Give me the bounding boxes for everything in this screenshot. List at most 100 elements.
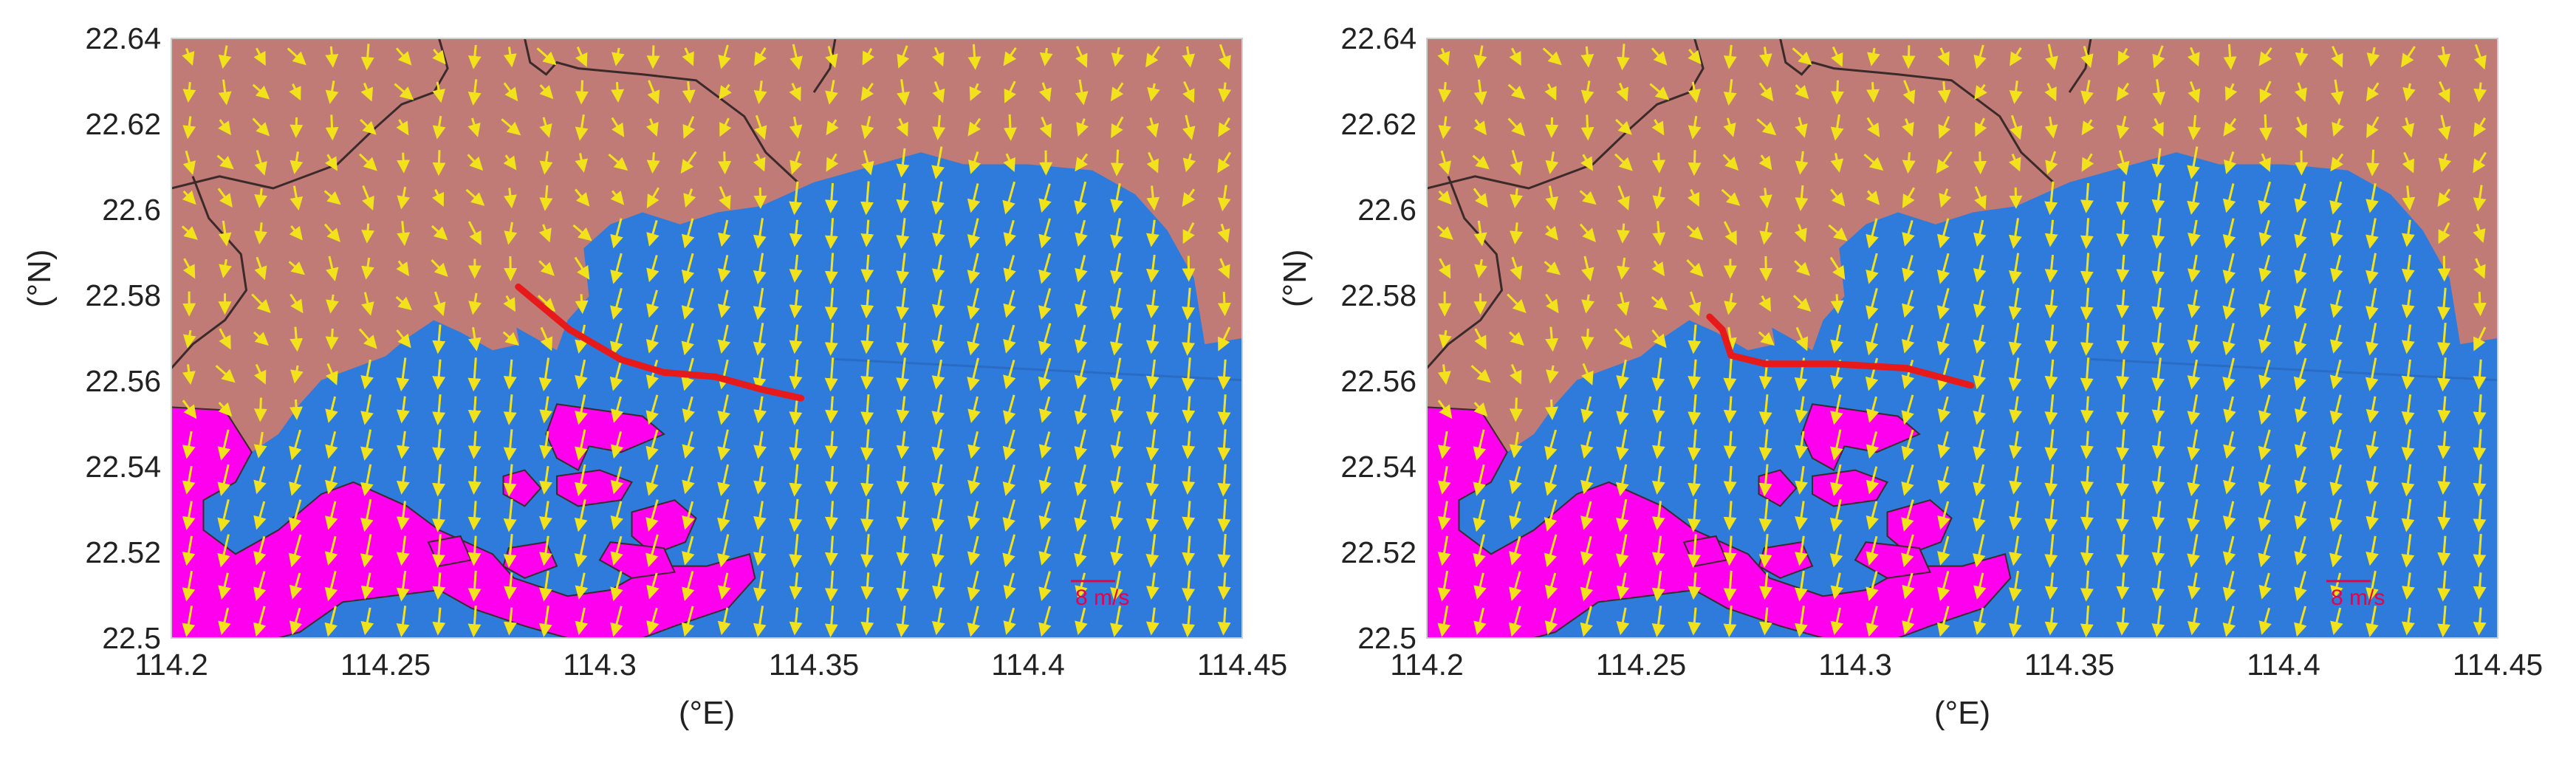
wind-arrow (717, 219, 731, 247)
wind-arrow (1038, 218, 1052, 249)
wind-arrow (1003, 153, 1015, 172)
wind-arrow (1937, 47, 1950, 66)
wind-arrow (2044, 607, 2058, 636)
y-tick-label: 22.56 (85, 364, 161, 398)
wind-arrow (2329, 394, 2343, 425)
wind-arrow (218, 572, 231, 600)
island-4 (1758, 469, 1798, 507)
wind-arrow (2187, 324, 2201, 354)
wind-arrow (182, 466, 196, 495)
wind-arrow (2401, 359, 2415, 390)
wind-arrow (2401, 254, 2415, 283)
wind-arrow (2009, 396, 2023, 424)
wind-arrow (1901, 534, 1914, 568)
wind-arrow (2473, 359, 2487, 390)
wind-arrow (2401, 219, 2415, 247)
wind-arrow (860, 572, 874, 600)
wind-arrow (2401, 429, 2415, 462)
wind-arrow (753, 323, 767, 356)
wind-arrow (467, 154, 484, 171)
wind-arrow (467, 44, 482, 69)
wind-arrow (1438, 150, 1451, 175)
wind-arrow (967, 535, 981, 566)
wind-arrow (789, 116, 803, 139)
wind-arrow (504, 222, 518, 245)
wind-arrow (967, 253, 981, 284)
wind-arrow (1973, 498, 1986, 532)
wind-arrow (467, 396, 482, 424)
wind-arrow (575, 153, 589, 173)
wind-arrow (1792, 295, 1812, 312)
wind-arrow (2117, 47, 2131, 66)
wind-arrow (253, 501, 267, 530)
wind-arrow (1545, 326, 1559, 352)
wind-arrow (1688, 291, 1702, 317)
y-axis-label: (°N) (21, 249, 58, 307)
wind-arrow (467, 465, 482, 495)
wind-arrow (1723, 396, 1737, 424)
wind-arrow (538, 570, 552, 602)
wind-arrow (2330, 79, 2344, 106)
wind-arrow (611, 117, 625, 137)
wind-arrow (1110, 535, 1123, 566)
wind-arrow (1182, 188, 1196, 208)
wind-arrow (574, 534, 588, 568)
channel-line (2090, 357, 2498, 382)
wind-arrow (1038, 535, 1052, 566)
wind-arrow (824, 357, 838, 392)
wind-arrow (1579, 223, 1596, 242)
wind-arrow (717, 607, 731, 636)
wind-arrow (824, 253, 838, 285)
wind-arrow (503, 498, 517, 532)
y-tick-label: 22.52 (85, 535, 161, 569)
wind-arrow (1218, 117, 1231, 137)
wind-arrow (1794, 224, 1807, 243)
wind-arrow (610, 190, 625, 205)
wind-arrow (753, 218, 767, 249)
wind-arrow (1579, 190, 1597, 205)
wind-arrow (1937, 466, 1950, 495)
wind-arrow (289, 429, 302, 461)
wind-arrow (1076, 118, 1089, 137)
wind-arrow (503, 534, 517, 568)
map-panel-2: 8 m/s22.6422.6222.622.5822.5622.5422.522… (1277, 21, 2543, 731)
wind-arrow (610, 396, 624, 423)
wind-arrow (539, 185, 553, 211)
wind-arrow (718, 44, 731, 69)
x-tick-label: 114.2 (1390, 648, 1464, 682)
wind-arrow (1004, 80, 1016, 103)
wind-arrow (218, 119, 231, 136)
wind-arrow (1866, 253, 1879, 284)
wind-arrow (2473, 117, 2487, 137)
wind-arrow (754, 114, 767, 140)
wind-arrow (1758, 607, 1772, 636)
y-axis-label: (°N) (1277, 249, 1313, 307)
wind-arrow (182, 190, 196, 205)
wind-arrow (719, 83, 732, 100)
wind-arrow (2366, 218, 2379, 249)
wind-arrow (290, 151, 304, 174)
wind-arrow (1723, 79, 1737, 106)
wind-arrow (467, 357, 482, 392)
wind-arrow (1687, 534, 1701, 568)
wind-arrow (789, 498, 803, 532)
wind-arrow (1074, 534, 1087, 568)
wind-arrow (1145, 254, 1159, 283)
wind-arrow (1474, 328, 1487, 350)
wind-arrow (1437, 535, 1451, 566)
wind-arrow (182, 47, 195, 66)
wind-arrow (2437, 46, 2451, 68)
wind-arrow (182, 150, 196, 175)
wind-arrow (397, 186, 411, 210)
wind-arrow (1936, 288, 1950, 320)
wind-arrow (1182, 46, 1196, 68)
wind-arrow (2293, 323, 2307, 356)
wind-arrow (1509, 535, 1522, 566)
wind-arrow (2437, 535, 2451, 566)
wind-arrow (789, 359, 803, 390)
wind-arrow (610, 535, 623, 566)
wind-arrow (1758, 295, 1771, 312)
wind-arrow (2187, 47, 2200, 67)
wind-arrow (789, 83, 801, 102)
wind-arrow (1651, 329, 1667, 349)
